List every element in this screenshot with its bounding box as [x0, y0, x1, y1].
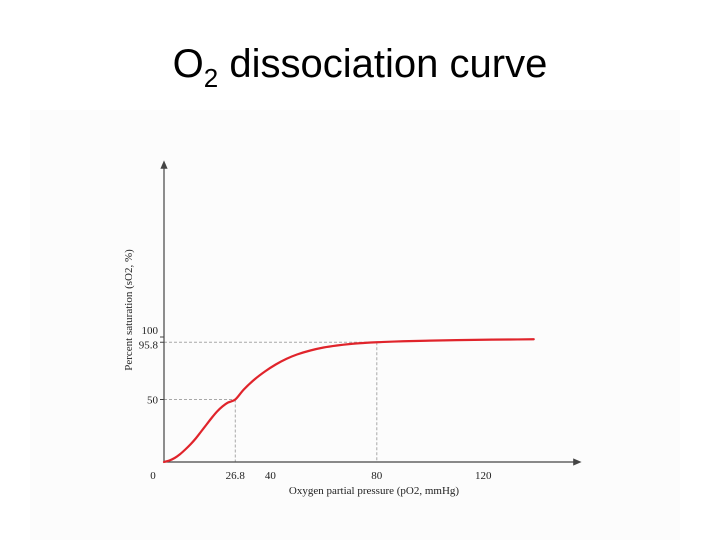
y-tick-label-3: 100	[142, 325, 159, 337]
slide-title: O2 dissociation curve	[0, 42, 720, 93]
dissociation-chart: 0 26.8 40 80 120 50 95.8 100 Oxygen partial pre…	[123, 160, 582, 497]
x-tick-label-1: 26.8	[226, 470, 246, 482]
title-rest: dissociation curve	[218, 42, 548, 86]
y-axis-title: Percent saturation (sO2, %)	[123, 249, 135, 371]
title-main: O	[172, 42, 204, 86]
x-tick-label-4: 120	[475, 470, 492, 482]
axes	[160, 160, 582, 466]
y-tick-label-1: 50	[147, 395, 159, 407]
x-tick-label-2: 40	[265, 470, 277, 482]
title-subscript: 2	[203, 63, 219, 93]
reference-lines	[164, 341, 378, 462]
series-line-0	[162, 338, 535, 464]
tick-labels: 0 26.8 40 80 120 50 95.8 100	[139, 325, 492, 482]
chart-panel: 0 26.8 40 80 120 50 95.8 100 Oxygen partial pre…	[30, 110, 680, 540]
x-axis-title: Oxygen partial pressure (pO2, mmHg)	[289, 485, 459, 497]
y-tick-label-2: 95.8	[139, 339, 159, 351]
curves	[162, 338, 535, 464]
x-tick-label-0: 0	[150, 470, 156, 482]
x-tick-label-3: 80	[371, 470, 383, 482]
